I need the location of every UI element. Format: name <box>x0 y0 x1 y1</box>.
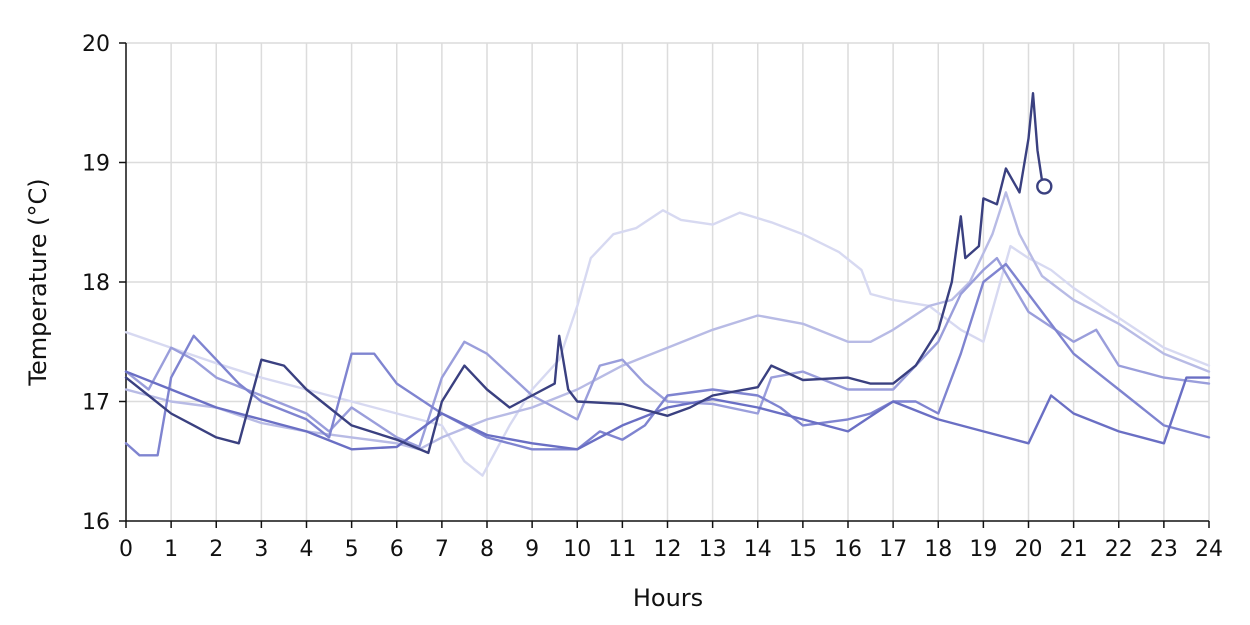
x-tick-label: 2 <box>209 537 223 562</box>
y-tick-label: 19 <box>82 152 110 177</box>
series-line-6 <box>124 92 1044 455</box>
x-tick-label: 19 <box>969 537 997 562</box>
series-line-4 <box>124 262 1211 457</box>
series <box>124 92 1211 477</box>
axes <box>119 42 1210 528</box>
series-line-2 <box>124 191 1211 451</box>
x-tick-label: 14 <box>744 537 772 562</box>
series-line-1 <box>124 209 1211 477</box>
x-tick-label: 0 <box>119 537 133 562</box>
x-tick-label: 6 <box>390 537 404 562</box>
x-tick-label: 5 <box>345 537 359 562</box>
y-tick-labels: 16 17 18 19 20 <box>82 32 110 535</box>
x-tick-label: 22 <box>1105 537 1133 562</box>
x-tick-label: 16 <box>834 537 862 562</box>
x-tick-label: 12 <box>654 537 682 562</box>
x-tick-label: 20 <box>1015 537 1043 562</box>
x-tick-label: 4 <box>300 537 314 562</box>
y-tick-label: 18 <box>82 271 110 296</box>
x-tick-label: 21 <box>1060 537 1088 562</box>
x-tick-label: 17 <box>879 537 907 562</box>
x-tick-label: 1 <box>164 537 178 562</box>
x-tick-label: 9 <box>525 537 539 562</box>
series-line-5 <box>124 370 1211 451</box>
y-axis-title: Temperature (°C) <box>24 178 52 386</box>
x-tick-label: 3 <box>254 537 268 562</box>
grid <box>126 42 1210 521</box>
x-tick-label: 8 <box>480 537 494 562</box>
x-tick-label: 11 <box>608 537 636 562</box>
y-tick-label: 17 <box>82 391 110 416</box>
x-tick-label: 24 <box>1195 537 1223 562</box>
end-marker <box>1036 178 1053 195</box>
y-tick-label: 20 <box>82 32 110 57</box>
x-tick-label: 7 <box>435 537 449 562</box>
x-tick-label: 10 <box>563 537 591 562</box>
x-tick-label: 15 <box>789 537 817 562</box>
y-tick-label: 16 <box>82 510 110 535</box>
x-axis-title: Hours <box>633 584 703 612</box>
x-tick-labels: 0 1 2 3 4 5 6 7 8 9 10 11 12 13 14 15 16 17 18 19 20 21 22 23 24 <box>119 537 1223 562</box>
markers <box>1036 178 1053 195</box>
x-tick-label: 23 <box>1150 537 1178 562</box>
x-tick-label: 13 <box>699 537 727 562</box>
x-tick-label: 18 <box>924 537 952 562</box>
